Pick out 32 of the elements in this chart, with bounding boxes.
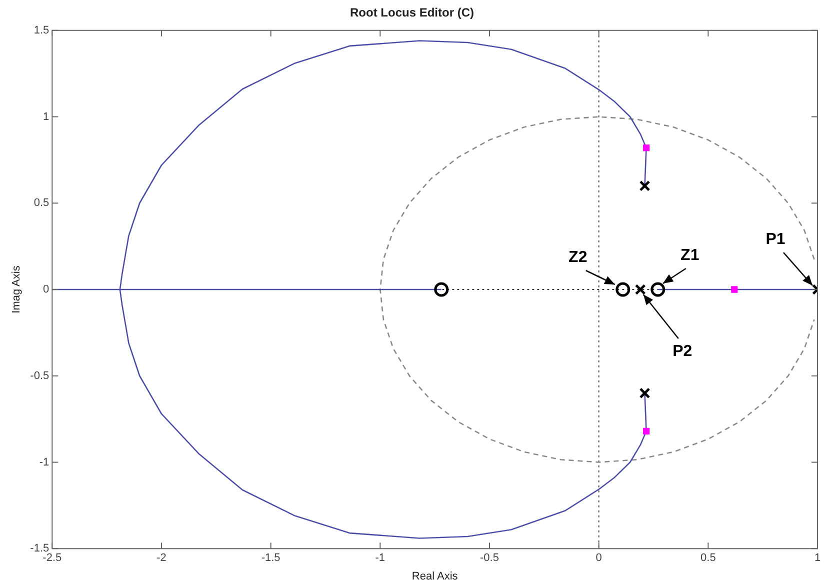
point: [639, 180, 650, 192]
x-tick-label: 0: [596, 552, 602, 564]
point: [639, 388, 650, 399]
point: [642, 144, 650, 152]
x-tick-label: -2: [156, 552, 166, 564]
x-axis-title: Real Axis: [412, 570, 458, 582]
annotation: P2: [672, 342, 692, 360]
line-series: [380, 116, 815, 463]
point: [634, 284, 646, 295]
point: [642, 428, 650, 434]
x-tick-label: 0.5: [700, 552, 716, 564]
y-axis-title: Imag Axis: [10, 265, 23, 314]
y-tick-label: 0: [43, 284, 50, 296]
point: [616, 282, 630, 297]
point: [650, 282, 666, 297]
x-tick-label: -1.5: [261, 552, 280, 564]
annotation: Z2: [568, 248, 588, 266]
point: [731, 286, 738, 293]
point: [434, 282, 449, 297]
y-tick-label: -1: [39, 456, 50, 468]
y-tick-label: 0.5: [34, 197, 50, 210]
annotation: Z1: [680, 246, 700, 264]
x-tick-label: -1: [375, 552, 386, 564]
y-tick-label: 1: [43, 110, 50, 123]
annotation: P1: [766, 230, 786, 248]
y-tick-label: -1.5: [30, 542, 50, 555]
x-tick-label: -2.5: [42, 552, 62, 564]
y-tick-label: 1.5: [34, 24, 50, 36]
x-tick-label: 1: [814, 552, 821, 564]
chart-title: Root Locus Editor (C): [350, 6, 474, 20]
x-tick-label: -0.5: [480, 552, 499, 564]
y-tick-label: -0.5: [30, 370, 50, 382]
